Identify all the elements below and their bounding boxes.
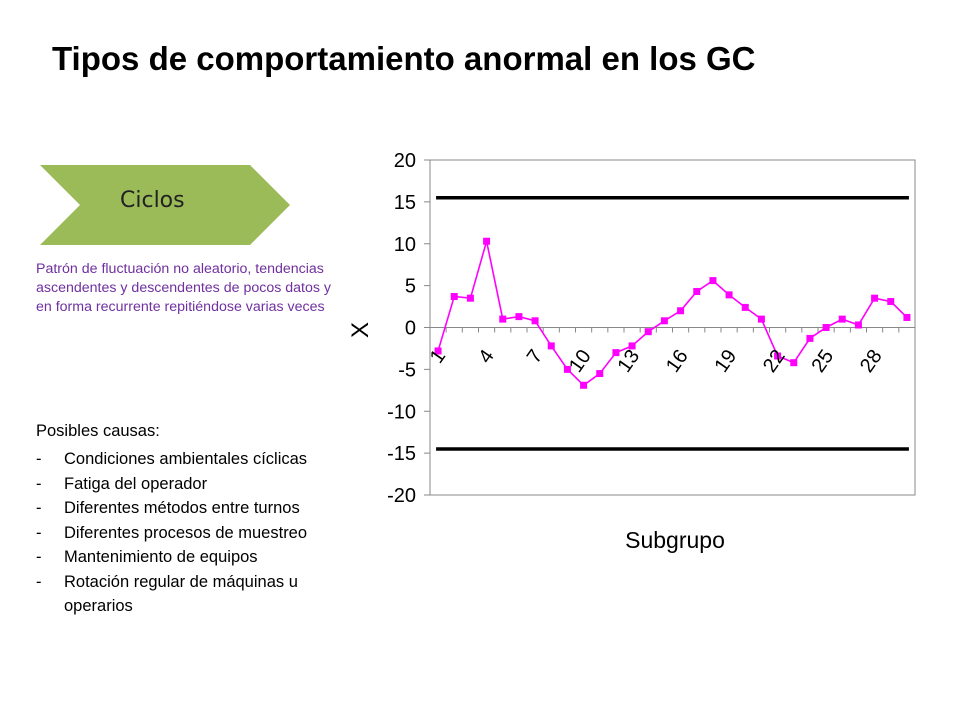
x-axis-label: Subgrupo	[625, 527, 725, 553]
data-point	[628, 342, 636, 350]
data-point	[644, 328, 652, 336]
x-tick-label: 7	[523, 346, 547, 368]
cause-bullet: -	[36, 548, 42, 566]
cause-text: Diferentes métodos entre turnos	[64, 499, 300, 517]
data-point	[725, 291, 733, 299]
y-tick-label: -15	[387, 443, 416, 465]
x-tick-label: 22	[759, 346, 790, 377]
data-point	[612, 349, 620, 357]
x-tick-label: 28	[856, 346, 887, 377]
y-axis-label: X	[347, 322, 374, 338]
data-point	[531, 317, 539, 325]
data-point	[596, 370, 604, 378]
y-tick-label: -10	[387, 401, 416, 423]
data-point	[483, 237, 491, 245]
cause-bullet: -	[36, 450, 42, 468]
x-tick-label: 4	[474, 346, 498, 368]
ciclos-chevron-shape	[40, 165, 290, 245]
data-point	[660, 317, 668, 325]
x-tick-label: 19	[710, 346, 741, 377]
cause-item: - Fatiga del operador	[36, 472, 356, 497]
data-point	[434, 347, 442, 355]
cause-bullet: -	[36, 499, 42, 517]
cause-item: - Diferentes procesos de muestreo	[36, 521, 356, 546]
cause-bullet: -	[36, 523, 42, 542]
data-point	[547, 342, 555, 350]
data-point	[871, 294, 879, 302]
data-point	[757, 315, 765, 323]
x-tick-label: 25	[807, 346, 838, 377]
data-point	[774, 352, 782, 360]
y-tick-label: 10	[394, 234, 416, 256]
y-tick-label: -20	[387, 485, 416, 507]
y-tick-label: 5	[405, 276, 416, 298]
data-point	[450, 293, 458, 301]
cause-item: - Rotación regular de máquinas u operario…	[36, 570, 356, 619]
data-point	[499, 315, 507, 323]
data-point	[709, 277, 717, 285]
data-point	[466, 294, 474, 302]
y-tick-label: 20	[394, 150, 416, 172]
cause-item: - Mantenimiento de equipos	[36, 545, 356, 570]
y-tick-label: -5	[398, 359, 416, 381]
cause-bullet: -	[36, 572, 42, 591]
y-tick-label: 15	[394, 192, 416, 214]
cause-text: Condiciones ambientales cíclicas	[64, 450, 308, 468]
data-point	[822, 324, 830, 331]
causes-title: Posibles causas:	[36, 422, 160, 440]
data-point	[854, 321, 862, 329]
cause-text: Rotación regular de máquinas u operarios	[64, 572, 298, 616]
cause-text: Diferentes procesos de muestreo	[64, 523, 308, 542]
data-point	[790, 359, 798, 367]
data-point	[515, 313, 523, 321]
data-point	[806, 334, 814, 342]
cause-text: Mantenimiento de equipos	[64, 548, 258, 566]
data-point	[887, 298, 895, 306]
cause-item: - Diferentes métodos entre turnos	[36, 496, 356, 521]
data-point	[838, 315, 846, 323]
data-point	[580, 381, 588, 389]
x-tick-label: 16	[662, 346, 693, 377]
page-title: Tipos de comportamiento anormal en los G…	[52, 40, 756, 77]
data-point	[693, 287, 701, 295]
data-point	[563, 365, 571, 373]
causes-list: - Condiciones ambientales cíclicas - Fatig…	[36, 447, 356, 619]
pattern-description: Patrón de fluctuación no aleatorio, tend…	[36, 261, 331, 315]
cause-bullet: -	[36, 474, 42, 493]
cause-item: - Condiciones ambientales cíclicas	[36, 447, 356, 472]
data-point	[903, 313, 911, 321]
y-tick-label: 0	[405, 318, 416, 340]
data-point	[677, 307, 685, 315]
ciclos-label: Ciclos	[120, 188, 185, 213]
cause-text: Fatiga del operador	[64, 474, 208, 493]
data-point	[741, 303, 749, 311]
